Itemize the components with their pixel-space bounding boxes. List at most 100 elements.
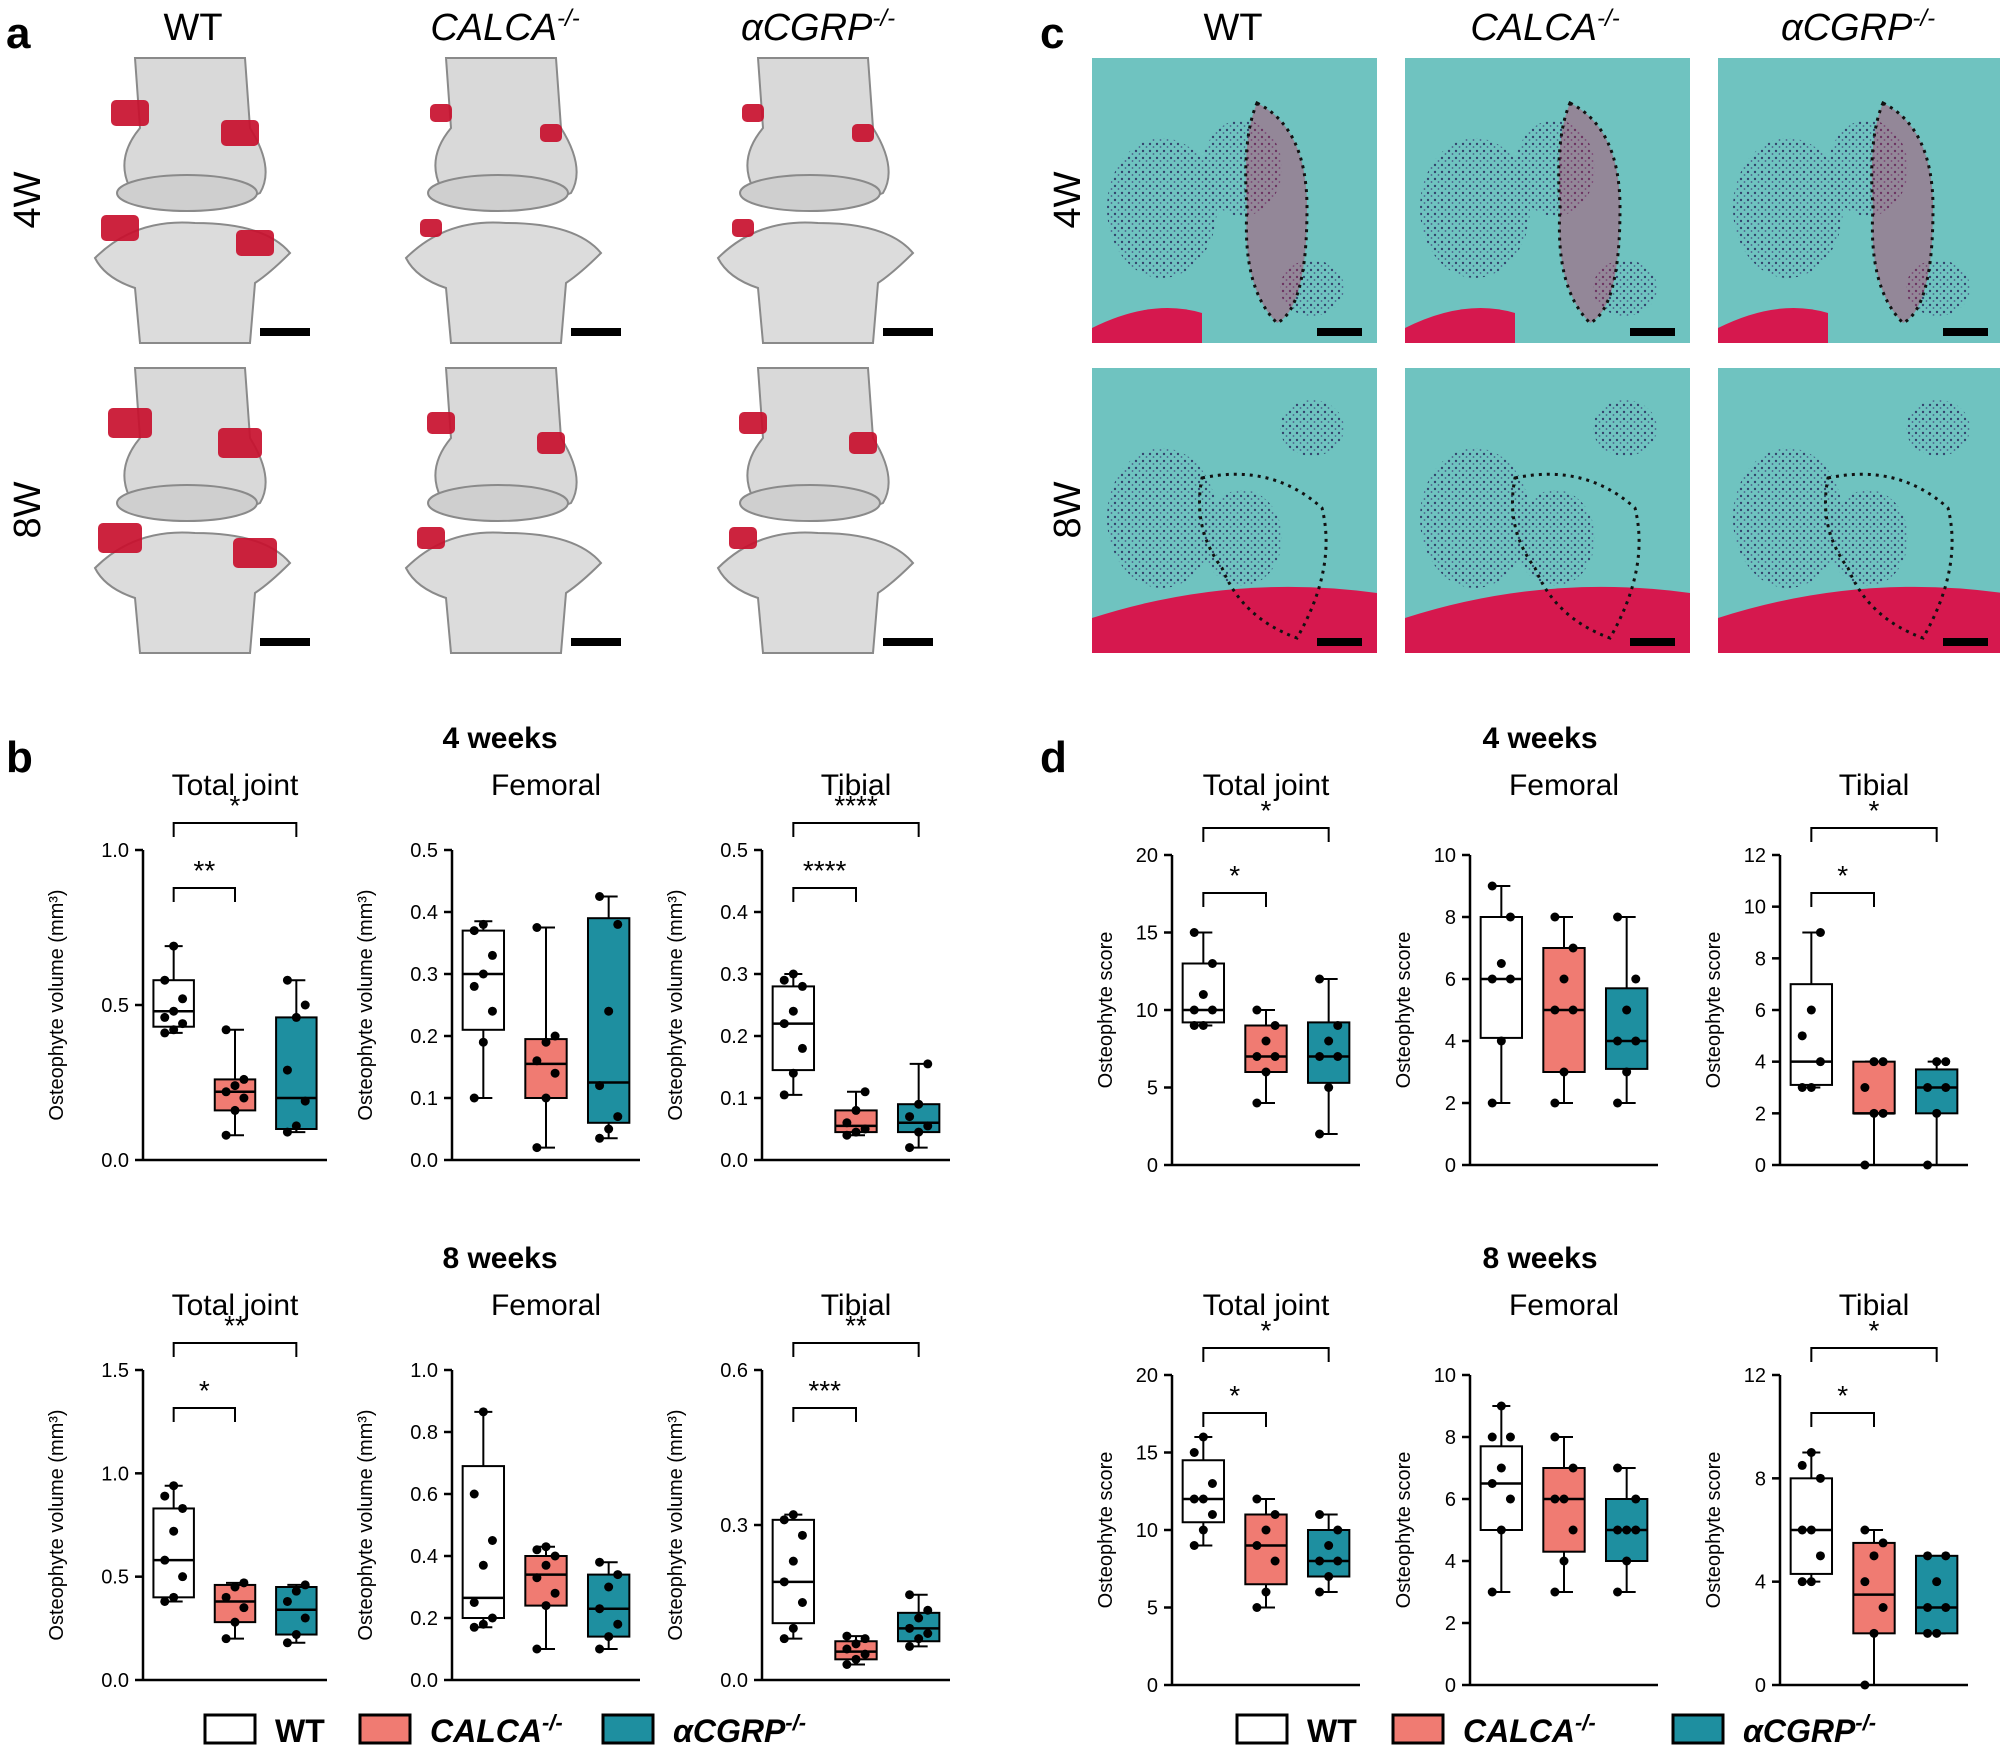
data-point-0 bbox=[1207, 959, 1217, 968]
chart-title: Total joint bbox=[1203, 769, 1330, 802]
data-point-2 bbox=[1941, 1551, 1951, 1561]
data-point-2 bbox=[1324, 1036, 1334, 1046]
data-point-2 bbox=[613, 1570, 623, 1580]
data-point-0 bbox=[469, 926, 479, 936]
data-point-0 bbox=[1797, 1031, 1807, 1041]
data-point-0 bbox=[478, 1407, 488, 1417]
chart-d-4w-tib: Tibial 0 2 4 6 8 10 12 Osteophyte score * * bbox=[1703, 769, 1968, 1177]
data-point-1 bbox=[550, 1588, 560, 1598]
data-point-1 bbox=[842, 1660, 852, 1669]
legend-b-swatch-acgrp bbox=[601, 1713, 655, 1745]
data-point-0 bbox=[1806, 1083, 1816, 1092]
histology-tile-r0-c1 bbox=[1405, 58, 1690, 343]
data-point-1 bbox=[1860, 1083, 1870, 1092]
significance-label: ** bbox=[224, 1310, 246, 1341]
data-point-1 bbox=[1252, 1494, 1262, 1504]
data-point-0 bbox=[1198, 1432, 1208, 1442]
data-point-2 bbox=[1613, 1036, 1623, 1046]
data-point-1 bbox=[1568, 1463, 1578, 1473]
y-tick-label: 0.0 bbox=[410, 1150, 438, 1172]
significance-bracket bbox=[172, 1407, 236, 1422]
data-point-0 bbox=[169, 1592, 179, 1602]
data-point-2 bbox=[1622, 1525, 1632, 1535]
y-tick-label: 5 bbox=[1147, 1598, 1158, 1620]
chart-title: Tibial bbox=[821, 769, 892, 802]
tibia-shape-icon bbox=[404, 221, 603, 344]
data-point-0 bbox=[160, 1491, 170, 1501]
y-tick-label: 0.4 bbox=[410, 902, 438, 924]
data-point-1 bbox=[842, 1130, 852, 1140]
significance-label: **** bbox=[803, 855, 847, 886]
data-point-2 bbox=[1631, 1036, 1641, 1046]
data-point-0 bbox=[788, 1556, 798, 1566]
data-point-2 bbox=[905, 1143, 915, 1153]
data-point-0 bbox=[478, 1560, 488, 1570]
significance-label: ** bbox=[845, 1310, 867, 1341]
data-point-2 bbox=[1932, 1057, 1942, 1067]
box-plot-charts: Total joint 0.0 0.5 1.0 Osteophyte volume (m… bbox=[46, 769, 1968, 1697]
osteophyte-outline bbox=[1198, 472, 1328, 640]
histology-tile-r1-c2 bbox=[1718, 368, 2000, 653]
data-point-1 bbox=[1261, 1587, 1271, 1597]
y-tick-label: 8 bbox=[1445, 1427, 1456, 1449]
data-point-2 bbox=[1613, 1525, 1623, 1535]
data-point-2 bbox=[905, 1112, 915, 1122]
data-point-1 bbox=[851, 1654, 861, 1664]
y-tick-label: 8 bbox=[1445, 907, 1456, 929]
y-tick-label: 0.1 bbox=[410, 1088, 438, 1110]
significance-bracket bbox=[1202, 892, 1267, 907]
marrow-region bbox=[1280, 260, 1344, 316]
data-point-2 bbox=[1315, 1129, 1325, 1139]
marrow-region bbox=[1906, 260, 1970, 316]
legend-b-label-acgrp: αCGRP-/- bbox=[673, 1710, 806, 1749]
data-point-1 bbox=[532, 1143, 542, 1153]
data-point-0 bbox=[1189, 1448, 1199, 1457]
y-tick-label: 0.2 bbox=[410, 1026, 438, 1048]
data-point-0 bbox=[797, 1598, 807, 1607]
chart-b-8w-tib: Tibial 0.0 0.3 0.6 Osteophyte volume (mm³) **… bbox=[665, 1289, 950, 1692]
y-tick-label: 20 bbox=[1136, 1365, 1158, 1387]
data-point-0 bbox=[779, 1515, 789, 1525]
data-point-0 bbox=[478, 969, 488, 979]
significance-label: * bbox=[230, 790, 241, 821]
data-point-2 bbox=[1613, 912, 1623, 922]
data-point-1 bbox=[221, 1087, 231, 1097]
significance-label: * bbox=[1261, 795, 1272, 826]
y-tick-label: 8 bbox=[1755, 1468, 1766, 1490]
y-tick-label: 0.5 bbox=[101, 1567, 129, 1589]
significance-label: * bbox=[1837, 860, 1848, 891]
osteophyte-lesion-icon bbox=[430, 104, 452, 122]
y-tick-label: 15 bbox=[1136, 923, 1158, 945]
y-tick-label: 0.2 bbox=[720, 1026, 748, 1048]
chart-title: Total joint bbox=[172, 769, 299, 802]
box-2 bbox=[1604, 987, 1649, 1070]
osteophyte-lesion-icon bbox=[849, 432, 877, 454]
y-tick-label: 0.2 bbox=[410, 1608, 438, 1630]
significance-bracket bbox=[172, 1342, 298, 1357]
data-point-0 bbox=[1806, 1577, 1816, 1587]
data-point-0 bbox=[1198, 1021, 1208, 1030]
cartilage-stain-band bbox=[1718, 586, 2000, 653]
data-point-2 bbox=[914, 1099, 924, 1109]
histology-tile-r0-c2 bbox=[1718, 58, 2000, 343]
y-tick-label: 0 bbox=[1445, 1675, 1456, 1697]
data-point-0 bbox=[487, 1006, 497, 1016]
data-point-2 bbox=[300, 1000, 310, 1010]
data-point-0 bbox=[1198, 1494, 1208, 1504]
y-tick-label: 5 bbox=[1147, 1078, 1158, 1100]
data-point-0 bbox=[1797, 1083, 1807, 1092]
cartilage-stain-band bbox=[1718, 308, 1828, 343]
y-axis-label: Osteophyte volume (mm³) bbox=[665, 889, 687, 1120]
y-tick-label: 1.0 bbox=[410, 1360, 438, 1382]
significance-label: * bbox=[1837, 1380, 1848, 1411]
data-point-2 bbox=[1324, 1541, 1334, 1550]
data-point-1 bbox=[1559, 1494, 1569, 1504]
data-point-1 bbox=[1270, 1510, 1280, 1519]
y-axis-label: Osteophyte volume (mm³) bbox=[355, 889, 377, 1120]
data-point-0 bbox=[1815, 1473, 1825, 1483]
data-point-0 bbox=[1189, 1494, 1199, 1504]
data-point-1 bbox=[1261, 1036, 1271, 1046]
y-axis-label: Osteophyte score bbox=[1393, 1452, 1415, 1609]
data-point-0 bbox=[1815, 1551, 1825, 1561]
